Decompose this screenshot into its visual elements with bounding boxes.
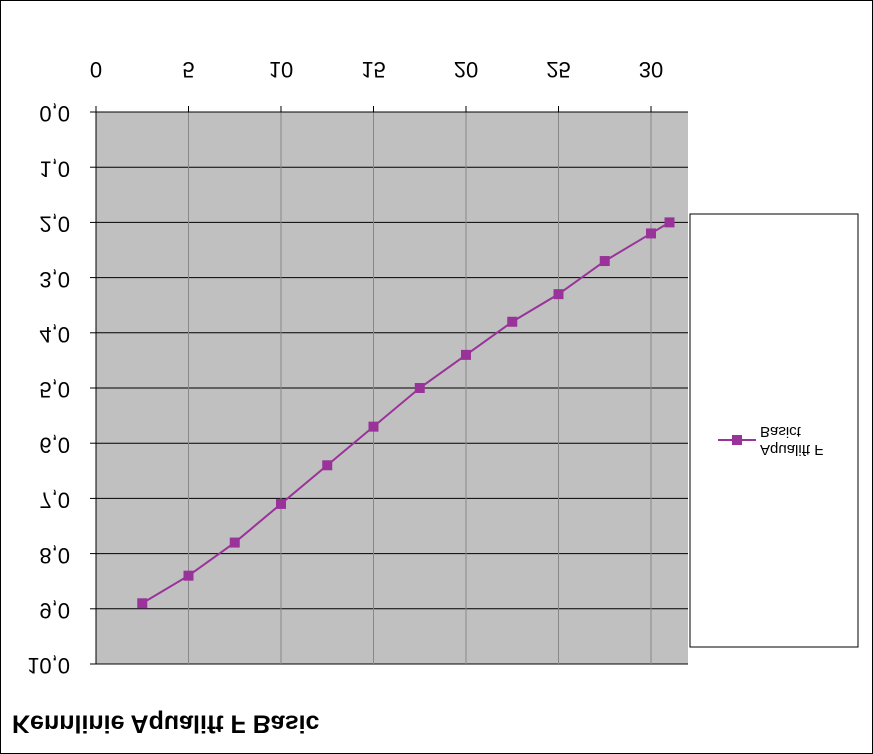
data-point — [414, 383, 425, 393]
y-tick-label: 6,0 — [39, 432, 70, 457]
y-tick-label: 8,0 — [39, 543, 70, 568]
legend-label: Aqualift FBasict — [760, 423, 823, 458]
y-tick-label: 5,0 — [39, 377, 70, 402]
data-point — [461, 349, 471, 360]
y-tick-label: 9,0 — [39, 598, 70, 623]
data-point — [599, 256, 610, 267]
y-tick-label: 10,0 — [27, 653, 70, 678]
data-point — [183, 570, 194, 581]
y-tick-label: 0,0 — [39, 101, 70, 126]
x-tick-label: 15 — [361, 57, 385, 82]
data-point — [507, 316, 518, 327]
data-point — [137, 598, 148, 609]
x-tick-label: 30 — [639, 57, 663, 82]
x-tick-label: 25 — [546, 57, 570, 82]
legend-marker — [732, 435, 742, 445]
y-tick-label: 3,0 — [39, 267, 70, 292]
y-tick-label: 4,0 — [39, 322, 70, 347]
y-tick-label: 2,0 — [39, 212, 70, 237]
data-point — [368, 421, 379, 432]
data-point — [553, 289, 564, 300]
data-point — [322, 460, 333, 471]
data-point — [646, 228, 656, 239]
legend-box — [689, 213, 859, 648]
data-point — [276, 498, 286, 509]
chart-title: Kennlinie Aqualift F Basic — [12, 709, 320, 737]
legend-label-line: Basict — [760, 423, 802, 440]
y-tick-label: 1,0 — [39, 156, 70, 181]
y-tick-label: 7,0 — [39, 488, 70, 513]
x-tick-label: 5 — [182, 57, 194, 82]
legend-label-line: Aqualift F — [760, 441, 823, 458]
data-point — [229, 537, 240, 548]
x-tick-label: 20 — [454, 57, 478, 82]
x-tick-label: 0 — [90, 57, 102, 82]
x-tick-label: 10 — [269, 57, 293, 82]
data-point — [664, 217, 675, 228]
